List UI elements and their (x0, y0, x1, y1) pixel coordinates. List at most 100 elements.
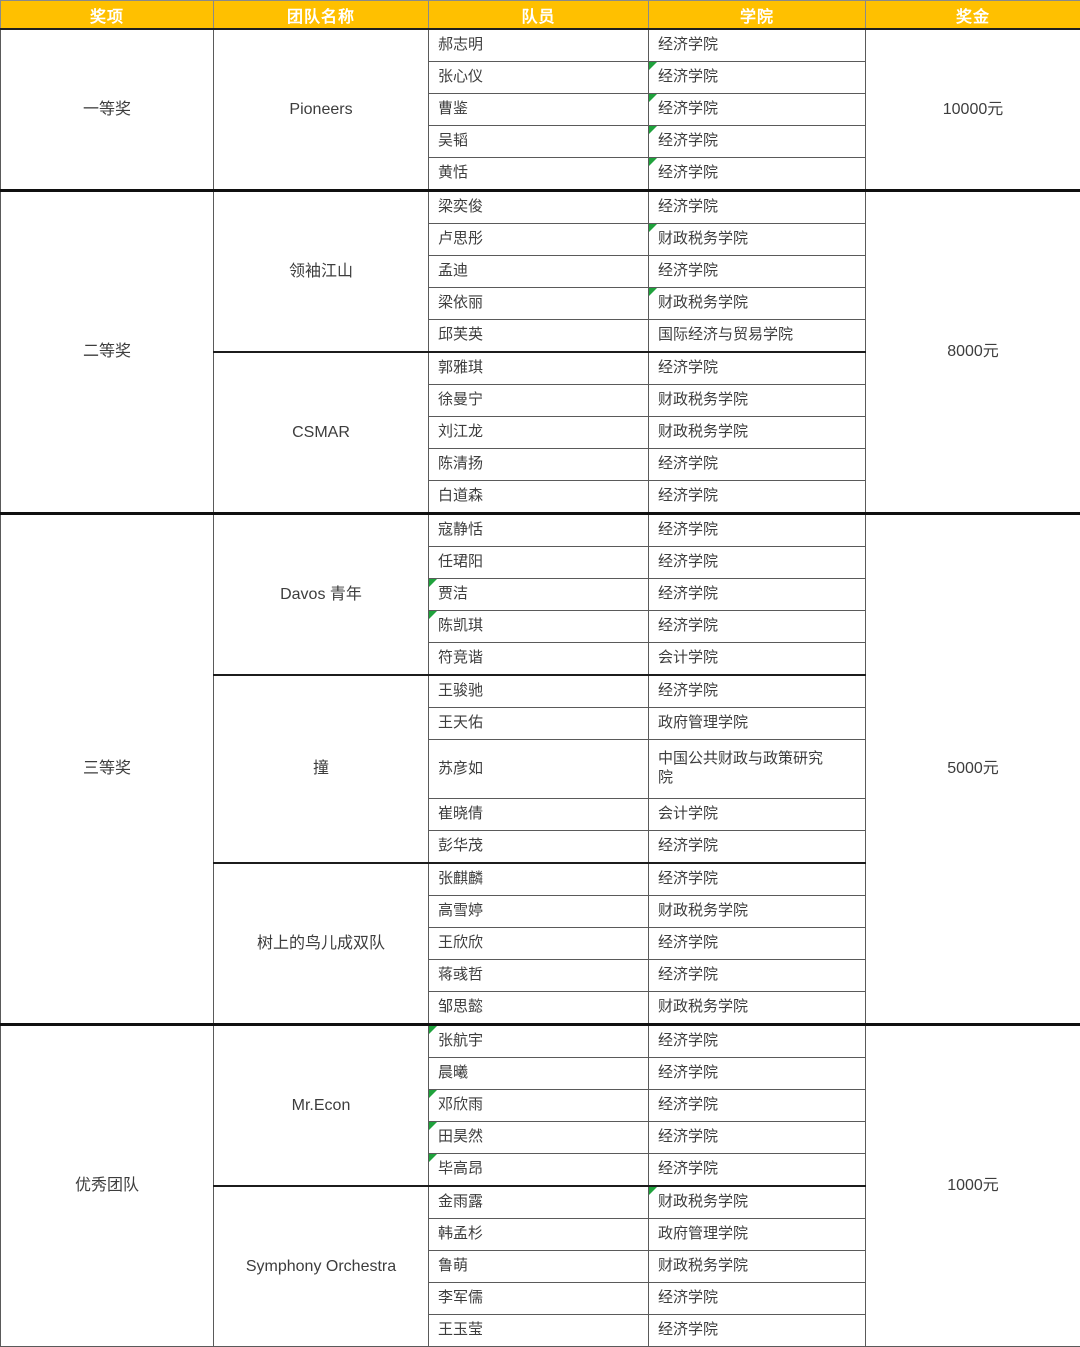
member-cell: 符竞谐 (429, 643, 649, 676)
error-indicator-icon (429, 579, 437, 587)
college-cell: 经济学院 (649, 514, 866, 547)
member-cell: 邹思懿 (429, 992, 649, 1025)
college-cell: 财政税务学院 (649, 288, 866, 320)
college-cell: 国际经济与贸易学院 (649, 320, 866, 353)
table-row: 二等奖 领袖江山 梁奕俊 经济学院 8000元 (1, 191, 1080, 224)
college-cell: 政府管理学院 (649, 708, 866, 740)
column-header-prize: 奖金 (866, 1, 1080, 30)
header-row: 奖项 团队名称 队员 学院 奖金 (1, 1, 1080, 30)
member-cell: 郝志明 (429, 29, 649, 62)
team-cell: Symphony Orchestra (214, 1186, 429, 1347)
column-header-member: 队员 (429, 1, 649, 30)
college-cell: 经济学院 (649, 1122, 866, 1154)
college-cell: 经济学院 (649, 481, 866, 514)
team-cell: 撞 (214, 675, 429, 863)
member-label: 邓欣雨 (438, 1096, 483, 1113)
member-cell: 王欣欣 (429, 928, 649, 960)
member-cell: 崔晓倩 (429, 799, 649, 831)
team-cell: 领袖江山 (214, 191, 429, 353)
college-cell: 经济学院 (649, 62, 866, 94)
error-indicator-icon (649, 1187, 657, 1195)
error-indicator-icon (649, 224, 657, 232)
prize-cell: 8000元 (866, 191, 1080, 514)
college-label: 经济学院 (658, 100, 718, 117)
member-cell: 彭华茂 (429, 831, 649, 864)
error-indicator-icon (429, 1154, 437, 1162)
error-indicator-icon (429, 1090, 437, 1098)
member-cell: 李军儒 (429, 1283, 649, 1315)
college-cell: 财政税务学院 (649, 1251, 866, 1283)
error-indicator-icon (649, 158, 657, 166)
member-cell: 徐曼宁 (429, 385, 649, 417)
college-cell: 经济学院 (649, 191, 866, 224)
error-indicator-icon (649, 288, 657, 296)
college-label: 经济学院 (658, 68, 718, 85)
team-cell: Mr.Econ (214, 1025, 429, 1187)
member-cell: 蒋彧哲 (429, 960, 649, 992)
college-cell: 经济学院 (649, 158, 866, 191)
error-indicator-icon (429, 1122, 437, 1130)
college-cell: 财政税务学院 (649, 1186, 866, 1219)
member-cell: 白道森 (429, 481, 649, 514)
member-cell: 任珺阳 (429, 547, 649, 579)
college-cell: 经济学院 (649, 611, 866, 643)
college-cell: 经济学院 (649, 1315, 866, 1347)
college-label: 经济学院 (658, 164, 718, 181)
college-cell: 经济学院 (649, 1154, 866, 1187)
college-cell: 经济学院 (649, 863, 866, 896)
table-row: 优秀团队 Mr.Econ 张航宇 经济学院 1000元 (1, 1025, 1080, 1058)
error-indicator-icon (429, 1026, 437, 1034)
member-label: 田昊然 (438, 1128, 483, 1145)
member-cell: 韩孟杉 (429, 1219, 649, 1251)
college-cell: 会计学院 (649, 799, 866, 831)
college-cell: 经济学院 (649, 831, 866, 864)
member-cell: 寇静恬 (429, 514, 649, 547)
award-cell: 二等奖 (1, 191, 214, 514)
member-label: 陈凯琪 (438, 617, 483, 634)
college-cell: 财政税务学院 (649, 417, 866, 449)
team-cell: 树上的鸟儿成双队 (214, 863, 429, 1025)
member-cell: 陈凯琪 (429, 611, 649, 643)
member-cell: 曹鉴 (429, 94, 649, 126)
college-label: 财政税务学院 (658, 230, 748, 247)
member-cell: 吴韬 (429, 126, 649, 158)
college-cell: 财政税务学院 (649, 385, 866, 417)
college-cell: 经济学院 (649, 960, 866, 992)
column-header-college: 学院 (649, 1, 866, 30)
member-label: 毕高昂 (438, 1160, 483, 1177)
member-cell: 张心仪 (429, 62, 649, 94)
member-cell: 毕高昂 (429, 1154, 649, 1187)
prize-cell: 5000元 (866, 514, 1080, 1025)
member-cell: 邓欣雨 (429, 1090, 649, 1122)
college-cell: 经济学院 (649, 352, 866, 385)
award-cell: 三等奖 (1, 514, 214, 1025)
prize-cell: 10000元 (866, 29, 1080, 191)
college-cell: 经济学院 (649, 675, 866, 708)
college-cell: 经济学院 (649, 1090, 866, 1122)
member-label: 张航宇 (438, 1032, 483, 1049)
member-cell: 王玉莹 (429, 1315, 649, 1347)
prize-cell: 1000元 (866, 1025, 1080, 1347)
member-cell: 鲁萌 (429, 1251, 649, 1283)
error-indicator-icon (429, 611, 437, 619)
member-cell: 卢思彤 (429, 224, 649, 256)
college-label: 经济学院 (658, 132, 718, 149)
member-cell: 梁奕俊 (429, 191, 649, 224)
member-cell: 邱芙英 (429, 320, 649, 353)
college-cell: 经济学院 (649, 1025, 866, 1058)
college-cell: 政府管理学院 (649, 1219, 866, 1251)
college-label: 财政税务学院 (658, 294, 748, 311)
college-cell: 经济学院 (649, 94, 866, 126)
member-cell: 刘江龙 (429, 417, 649, 449)
college-cell: 财政税务学院 (649, 224, 866, 256)
college-cell: 财政税务学院 (649, 992, 866, 1025)
award-cell: 一等奖 (1, 29, 214, 191)
college-cell: 经济学院 (649, 1283, 866, 1315)
award-cell: 优秀团队 (1, 1025, 214, 1347)
error-indicator-icon (649, 62, 657, 70)
member-label: 贾洁 (438, 585, 468, 602)
member-cell: 晨曦 (429, 1058, 649, 1090)
member-cell: 梁依丽 (429, 288, 649, 320)
college-cell: 经济学院 (649, 256, 866, 288)
